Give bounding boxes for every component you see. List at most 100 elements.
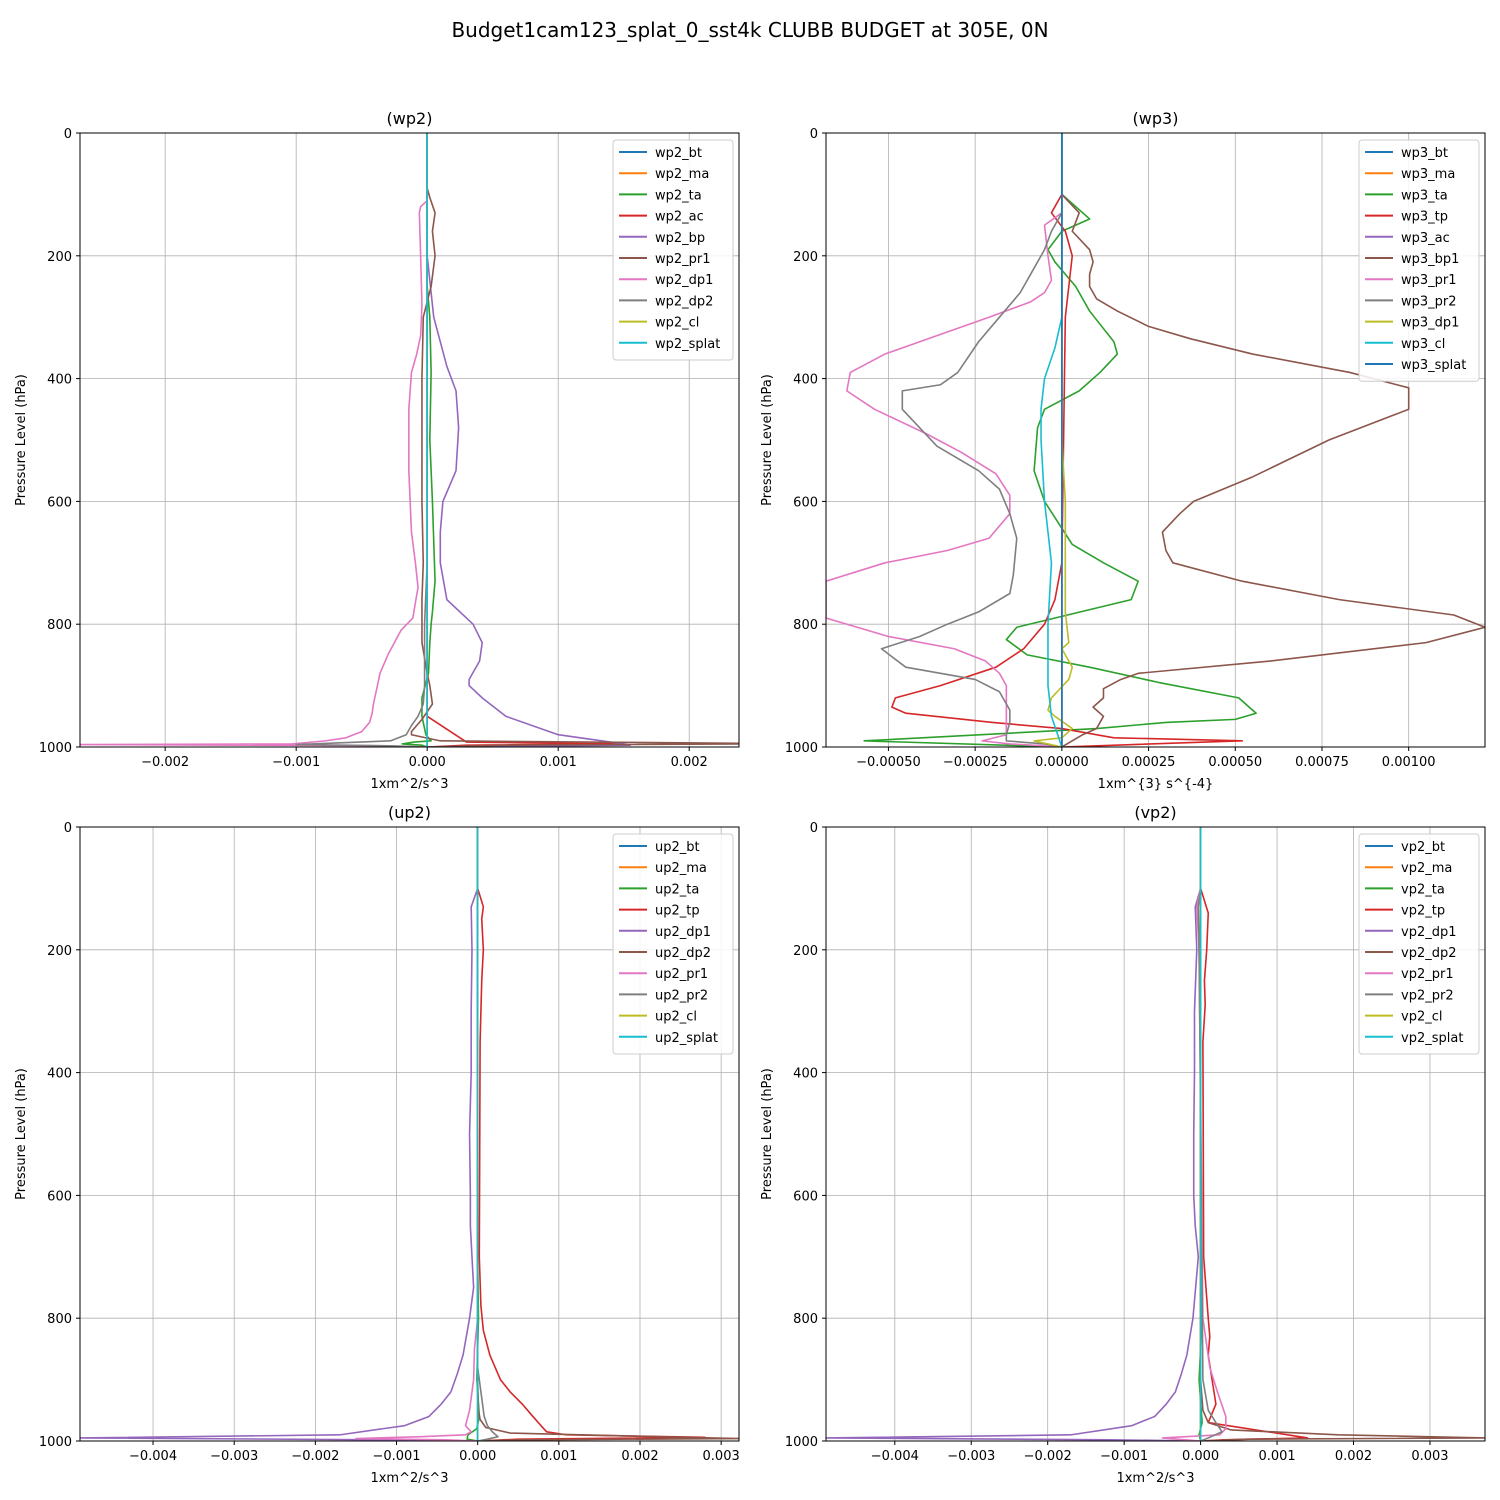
panel-2-legend: wp3_bt wp3_ma wp3_ta wp3_tp wp3_ac wp3_bp1 wp3… (1358, 139, 1480, 382)
panel-3-legend-label: up2_tp (655, 904, 700, 919)
panel-3-xtick-label: −0.004 (129, 1449, 177, 1464)
panel-2-legend-label: wp3_ta (1401, 188, 1448, 203)
panel-4-xlabel: 1xm^2/s^3 (1116, 1471, 1194, 1486)
panel-4-series-vp2_dp1 (826, 827, 1202, 1441)
panel-4-legend-label: vp2_dp2 (1401, 946, 1457, 961)
panel-3-ytick-label: 1000 (39, 1435, 72, 1450)
panel-4-series-vp2_pr2 (1197, 827, 1223, 1441)
panel-4-xtick-label: 0.001 (1258, 1449, 1295, 1464)
panel-4-ytick-label: 600 (793, 1189, 818, 1204)
panel-3-xtick-label: 0.003 (703, 1449, 740, 1464)
panel-4-ytick-label: 800 (793, 1312, 818, 1327)
panel-1: −0.002 −0.001 0.000 0.001 0.002 0 200 400 600 800… (14, 109, 740, 792)
panel-3-legend-label: up2_pr1 (655, 967, 708, 982)
panel-4-ytick-label: 0 (810, 821, 818, 836)
panel-4-xtick-label: −0.002 (1024, 1449, 1072, 1464)
panel-3-xtick-label: −0.003 (210, 1449, 258, 1464)
panel-1-legend-label: wp2_ma (655, 167, 709, 182)
panel-2-ytick-label: 800 (793, 618, 818, 633)
panel-1-legend-label: wp2_pr1 (655, 252, 711, 267)
panel-4-xtick-label: −0.004 (871, 1449, 919, 1464)
panel-3-ytick-label: 800 (47, 1312, 72, 1327)
panel-1-legend: wp2_bt wp2_ma wp2_ta wp2_ac wp2_bp wp2_pr1 wp2… (612, 139, 734, 361)
panel-3: −0.004 −0.003 −0.002 −0.001 0.000 0.001 0.002 0… (14, 803, 740, 1486)
panel-2-xtick-label: −0.00050 (856, 755, 921, 770)
panel-3-xtick-label: −0.001 (372, 1449, 420, 1464)
panel-1-legend-label: wp2_dp1 (655, 273, 713, 288)
panel-3-legend-label: up2_cl (655, 1010, 697, 1025)
panel-3-ytick-label: 0 (64, 821, 72, 836)
panel-4-frame (825, 826, 1486, 1442)
panel-4-legend-label: vp2_bt (1401, 840, 1445, 855)
panel-4-xtick-label: 0.003 (1411, 1449, 1448, 1464)
panel-1-legend-label: wp2_ac (655, 210, 704, 225)
panel-2-legend-label: wp3_pr2 (1401, 294, 1457, 309)
panel-4-series-group (826, 827, 1485, 1441)
panel-2-legend-label: wp3_ma (1401, 167, 1455, 182)
panel-1-xtick-label: 0.001 (540, 755, 577, 770)
panel-2-ytick-label: 1000 (785, 741, 818, 756)
panel-3-legend-label: up2_dp2 (655, 946, 711, 961)
panel-2-xtick-label: −0.00025 (943, 755, 1008, 770)
panel-3-legend-label: up2_ta (655, 882, 699, 897)
panel-1-ytick-label: 800 (47, 618, 72, 633)
panel-3-frame (79, 826, 740, 1442)
panel-3-series-group (80, 827, 739, 1441)
panel-1-frame (79, 132, 740, 748)
panel-3-series-up2_dp1 (80, 827, 479, 1441)
panel-2-ylabel: Pressure Level (hPa) (760, 374, 775, 506)
panel-1-legend-label: wp2_splat (655, 337, 720, 352)
panel-4-legend-label: vp2_splat (1401, 1031, 1463, 1046)
panel-4-series-vp2_pr1 (1161, 827, 1227, 1441)
panel-3-legend-label: up2_splat (655, 1031, 718, 1046)
panel-1-ytick-label: 200 (47, 250, 72, 265)
panel-3-xtick-label: −0.002 (291, 1449, 339, 1464)
panel-4-legend-label: vp2_pr1 (1401, 967, 1454, 982)
panel-2: −0.00050 −0.00025 0.00000 0.00025 0.00050 0.0… (760, 109, 1486, 792)
panel-1-series-wp2_pr1 (410, 133, 739, 747)
panel-2-xtick-label: 0.00075 (1295, 755, 1349, 770)
panel-1-legend-label: wp2_ta (655, 188, 702, 203)
panel-2-series-wp3_tp (891, 133, 1244, 747)
panel-3-legend: up2_bt up2_ma up2_ta up2_tp up2_dp1 up2_dp2up… (612, 833, 734, 1055)
panel-1-series-wp2_bp (426, 133, 632, 747)
panel-2-series-wp3_pr2 (880, 133, 1063, 747)
panel-1-legend-label: wp2_cl (655, 316, 699, 331)
panel-1-legend-label: wp2_bt (655, 146, 702, 161)
panel-4-ytick-label: 1000 (785, 1435, 818, 1450)
panels: −0.002 −0.001 0.000 0.001 0.002 0 200 400 600 800… (14, 109, 1486, 1486)
panel-3-legend-label: up2_dp1 (655, 925, 711, 940)
panel-2-legend-label: wp3_pr1 (1401, 273, 1457, 288)
panel-3-ytick-label: 400 (47, 1067, 72, 1082)
panel-2-xtick-label: 0.00100 (1382, 755, 1436, 770)
panel-1-ytick-label: 400 (47, 373, 72, 388)
panel-2-xtick-label: 0.00050 (1208, 755, 1262, 770)
panel-1-xtick-label: −0.001 (272, 755, 320, 770)
panel-2-legend-label: wp3_bp1 (1401, 252, 1459, 267)
panel-2-ytick-label: 200 (793, 250, 818, 265)
panel-4-ylabel: Pressure Level (hPa) (760, 1068, 775, 1200)
panel-1-xtick-label: −0.002 (141, 755, 189, 770)
panel-2-series-wp3_cl (1040, 133, 1063, 747)
panel-4-series-vp2_tp (1199, 827, 1309, 1441)
panel-3-title: (up2) (388, 803, 431, 822)
panel-4-xtick-label: −0.001 (1100, 1449, 1148, 1464)
panel-1-ytick-label: 1000 (39, 741, 72, 756)
panel-1-legend-label: wp2_dp2 (655, 294, 713, 309)
panel-4-title: (vp2) (1134, 803, 1176, 822)
panel-4-legend-label: vp2_tp (1401, 904, 1445, 919)
panel-2-legend-label: wp3_ac (1401, 231, 1450, 246)
panel-3-legend-label: up2_bt (655, 840, 700, 855)
panel-2-series-wp3_bp1 (1061, 133, 1485, 747)
panel-4-legend-label: vp2_pr2 (1401, 988, 1454, 1003)
panel-3-xtick-label: 0.002 (621, 1449, 658, 1464)
panel-3-xtick-label: 0.001 (540, 1449, 577, 1464)
panel-4-legend-label: vp2_ta (1401, 882, 1445, 897)
panel-2-frame (825, 132, 1486, 748)
panel-4-xtick-label: 0.002 (1335, 1449, 1372, 1464)
panel-1-title: (wp2) (387, 109, 433, 128)
panel-2-legend-label: wp3_splat (1401, 358, 1466, 373)
panel-4-xtick-label: −0.003 (947, 1449, 995, 1464)
panel-2-series-group (826, 133, 1485, 747)
